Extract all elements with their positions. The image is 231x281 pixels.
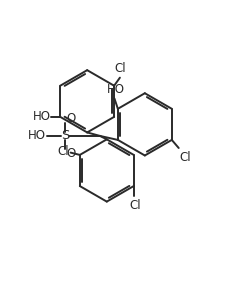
Text: Cl: Cl [128, 199, 140, 212]
Text: Cl: Cl [114, 62, 126, 75]
Text: HO: HO [106, 83, 124, 96]
Text: Cl: Cl [58, 145, 69, 158]
Text: O: O [66, 112, 75, 125]
Text: S: S [61, 129, 69, 142]
Text: HO: HO [27, 129, 46, 142]
Text: O: O [66, 147, 75, 160]
Text: HO: HO [32, 110, 50, 123]
Text: Cl: Cl [179, 151, 191, 164]
